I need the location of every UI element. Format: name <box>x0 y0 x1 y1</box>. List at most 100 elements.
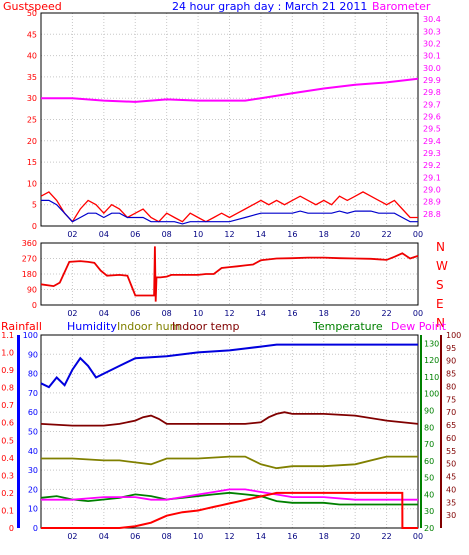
x-tick-label: 12 <box>224 230 234 239</box>
x-tick-label: 00 <box>413 309 423 318</box>
y-tick-label: 80 <box>28 370 38 379</box>
y-tick-label: 60 <box>28 408 38 417</box>
y-tick-label: 29.0 <box>423 185 441 194</box>
y-tick-label: 29.8 <box>423 88 441 97</box>
y-tick-label: 0.4 <box>1 454 14 463</box>
y-tick-label: 1.0 <box>1 349 14 358</box>
y-tick-label: 55 <box>446 447 456 456</box>
y-tick-label: 30.1 <box>423 52 441 61</box>
y-tick-label: 30.4 <box>423 15 441 24</box>
graph-title: 24 hour graph day : March 21 2011 <box>172 0 367 13</box>
y-tick-label: 70 <box>424 440 434 449</box>
compass-n-bottom: N <box>436 316 445 330</box>
y-tick-label: 70 <box>28 389 38 398</box>
y-tick-label: 0.9 <box>1 366 14 375</box>
y-tick-label: 1.1 <box>1 331 14 340</box>
y-tick-label: 60 <box>446 434 456 443</box>
y-tick-label: 360 <box>22 239 37 248</box>
y-tick-label: 29.7 <box>423 100 441 109</box>
y-tick-label: 10 <box>28 505 38 514</box>
x-tick-label: 06 <box>130 230 140 239</box>
y-tick-label: 90 <box>446 357 456 366</box>
direction-series <box>40 246 419 302</box>
y-tick-label: 180 <box>22 270 37 279</box>
y-tick-label: 40 <box>27 52 37 61</box>
x-tick-label: 10 <box>193 309 203 318</box>
y-tick-label: 40 <box>446 485 456 494</box>
panel2-frame <box>40 242 419 306</box>
y-tick-label: 35 <box>27 73 37 82</box>
x-tick-label: 06 <box>130 309 140 318</box>
x-tick-label: 16 <box>287 230 297 239</box>
y-tick-label: 75 <box>446 395 456 404</box>
temperature-series <box>40 491 418 506</box>
x-tick-label: 08 <box>162 532 172 541</box>
y-tick-label: 30 <box>27 94 37 103</box>
gust-axis: 0 5 10 15 20 25 30 35 40 45 50 <box>27 9 37 231</box>
y-tick-label: 0.7 <box>1 401 14 410</box>
bottom-legend: Rainfall Humidity Indoor hum Indoor temp… <box>1 320 447 333</box>
x-tick-label: 18 <box>319 230 329 239</box>
dew-point-series <box>41 488 418 501</box>
y-tick-label: 10 <box>27 179 37 188</box>
rainfall-label: Rainfall <box>1 320 42 333</box>
x-tick-label: 20 <box>350 309 360 318</box>
y-tick-label: 90 <box>27 286 37 295</box>
y-tick-label: 50 <box>446 460 456 469</box>
dew-point-label: Dew Point <box>391 320 447 333</box>
x-tick-label: 14 <box>256 309 266 318</box>
y-tick-label: 0 <box>33 524 38 533</box>
x-tick-label: 20 <box>350 532 360 541</box>
x-tick-label: 04 <box>99 532 109 541</box>
y-tick-label: 0.5 <box>1 436 14 445</box>
y-tick-label: 28.9 <box>423 198 441 207</box>
rainfall-axis: 0 0.1 0.2 0.3 0.4 0.5 0.6 0.7 0.8 0.9 1.0 1.1 <box>1 331 14 533</box>
indoor-hum-label: Indoor hum <box>117 320 180 333</box>
humidity-label: Humidity <box>67 320 117 333</box>
dewpoint-axis: 30 35 40 45 50 55 60 65 70 75 80 85 90 95 100 <box>446 331 461 520</box>
barometer-series <box>41 77 419 103</box>
y-tick-label: 45 <box>446 473 456 482</box>
y-tick-label: 30.2 <box>423 39 441 48</box>
humidity-axis: 0 10 20 30 40 50 60 70 80 90 100 <box>23 331 38 533</box>
y-tick-label: 50 <box>27 9 37 18</box>
y-tick-label: 29.1 <box>423 173 441 182</box>
panel3-frame <box>40 334 419 529</box>
y-tick-label: 29.9 <box>423 76 441 85</box>
y-tick-label: 30 <box>28 466 38 475</box>
y-tick-label: 29.6 <box>423 112 441 121</box>
direction-axis: 0 90 180 270 360 <box>22 239 37 310</box>
x-tick-label: 14 <box>256 230 266 239</box>
panel1-frame <box>40 12 419 227</box>
y-tick-label: 0.8 <box>1 384 14 393</box>
y-tick-label: 35 <box>446 498 456 507</box>
y-tick-label: 45 <box>27 30 37 39</box>
y-tick-label: 130 <box>424 339 439 348</box>
temperature-label: Temperature <box>312 320 383 333</box>
y-tick-label: 80 <box>446 382 456 391</box>
x-tick-label: 08 <box>162 309 172 318</box>
x-tick-label: 08 <box>162 230 172 239</box>
y-tick-label: 110 <box>424 373 439 382</box>
barometer-label: Barometer <box>372 0 431 13</box>
x-tick-label: 14 <box>256 532 266 541</box>
y-tick-label: 5 <box>32 201 37 210</box>
x-tick-label: 00 <box>413 532 423 541</box>
windspeed-series <box>41 199 418 225</box>
indoor-hum-series <box>41 455 418 470</box>
y-tick-label: 40 <box>424 490 434 499</box>
y-tick-label: 0 <box>9 524 14 533</box>
y-tick-label: 30.3 <box>423 27 441 36</box>
x-tick-label: 02 <box>67 309 77 318</box>
compass-w: W <box>436 259 448 273</box>
y-tick-label: 80 <box>424 423 434 432</box>
x-tick-label: 22 <box>381 309 391 318</box>
humidity-series <box>40 343 418 389</box>
humidity-axis-bar <box>17 335 20 528</box>
y-tick-label: 100 <box>424 390 439 399</box>
x-tick-label: 06 <box>130 532 140 541</box>
y-tick-label: 40 <box>28 447 38 456</box>
y-tick-label: 15 <box>27 158 37 167</box>
x-tick-label: 00 <box>413 230 423 239</box>
